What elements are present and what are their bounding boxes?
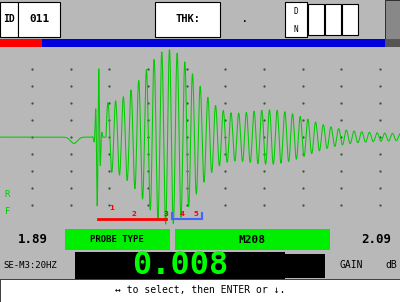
Text: 1.89: 1.89	[18, 233, 48, 246]
Text: SE-M3:20HZ: SE-M3:20HZ	[3, 261, 57, 270]
Text: 5: 5	[194, 211, 198, 217]
Bar	[385, 0, 400, 39]
Text: M208: M208	[238, 235, 266, 245]
Bar	[175, 230, 330, 250]
Bar	[285, 254, 325, 278]
Bar	[325, 4, 341, 35]
Text: F: F	[5, 207, 10, 216]
Text: R: R	[5, 190, 10, 199]
Bar	[308, 4, 324, 35]
Text: 0.008: 0.008	[132, 250, 228, 281]
Bar	[385, 39, 400, 47]
Text: dB: dB	[385, 260, 397, 270]
Text: 1: 1	[110, 204, 114, 210]
Text: ↔ to select, then ENTER or ↓.: ↔ to select, then ENTER or ↓.	[115, 285, 285, 295]
Text: THK:: THK:	[176, 14, 200, 24]
Text: in: in	[303, 258, 320, 272]
Bar	[42, 39, 400, 47]
Bar	[0, 39, 42, 47]
Text: GAIN: GAIN	[340, 260, 364, 270]
Text: .: .	[241, 12, 249, 25]
Bar	[65, 230, 170, 250]
Bar	[285, 2, 307, 37]
Bar	[75, 252, 285, 279]
Text: N: N	[294, 25, 298, 34]
Text: 4: 4	[180, 211, 184, 217]
Text: 3: 3	[164, 211, 168, 217]
Text: ID: ID	[3, 14, 15, 24]
Bar	[155, 2, 220, 37]
Bar	[18, 2, 60, 37]
Bar	[342, 4, 358, 35]
Text: D: D	[294, 7, 298, 16]
Text: 011: 011	[29, 14, 49, 24]
Text: 2.09: 2.09	[361, 233, 391, 246]
Text: PROBE TYPE: PROBE TYPE	[90, 235, 144, 244]
Text: 2: 2	[132, 211, 136, 217]
Bar	[0, 2, 18, 37]
